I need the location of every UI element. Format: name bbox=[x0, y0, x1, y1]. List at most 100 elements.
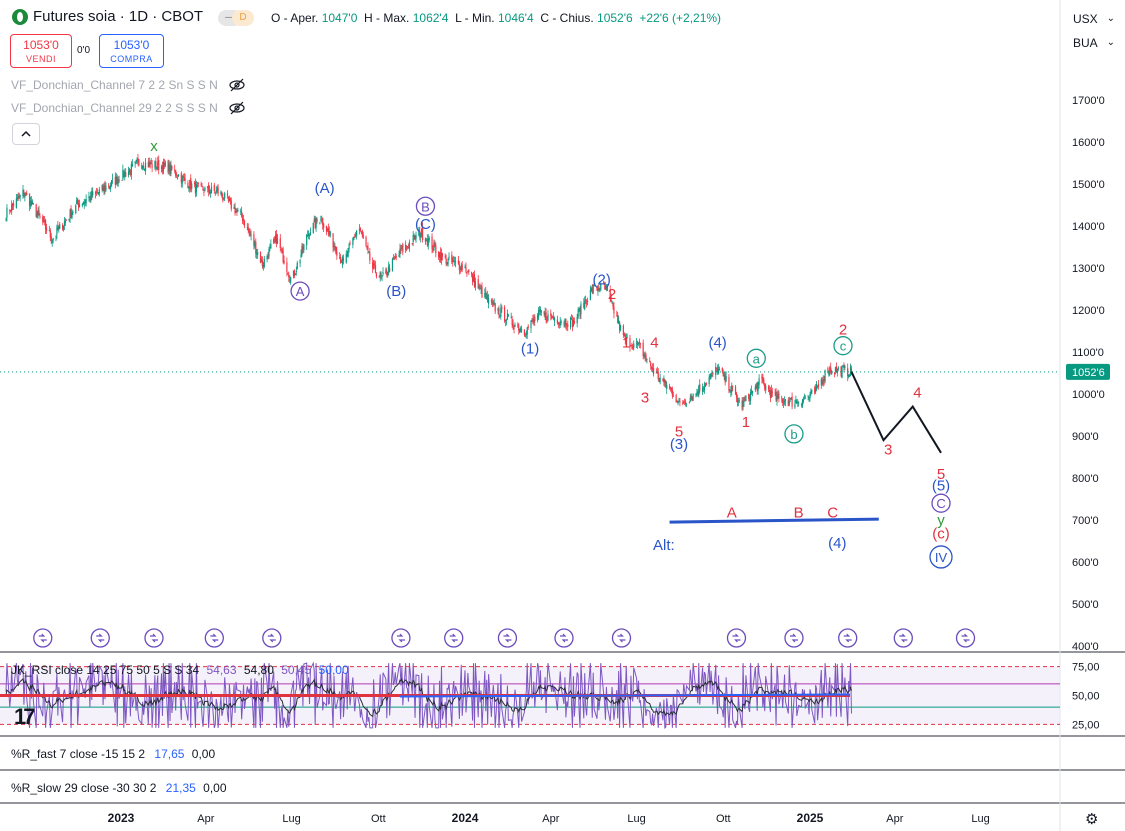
candle bbox=[149, 162, 151, 165]
dividend-event-icon[interactable] bbox=[554, 628, 574, 648]
dividend-event-icon[interactable] bbox=[955, 628, 976, 648]
candle bbox=[585, 299, 587, 302]
event-circle bbox=[90, 628, 110, 648]
rfast-legend[interactable]: %R_fast 7 close -15 15 2 17,65 0,00 bbox=[11, 747, 216, 761]
candle bbox=[619, 321, 621, 330]
candle bbox=[360, 231, 362, 233]
candle bbox=[676, 401, 678, 403]
candle bbox=[725, 375, 727, 382]
candle bbox=[270, 244, 272, 249]
dividend-event-icon[interactable] bbox=[391, 628, 411, 648]
event-circle bbox=[204, 628, 224, 648]
symbol-title[interactable]: Futures soia · 1D · CBOT bbox=[33, 8, 204, 25]
candle bbox=[643, 353, 645, 357]
candle bbox=[809, 394, 811, 399]
event-arrow bbox=[791, 639, 798, 643]
wave-label-text: B bbox=[421, 199, 430, 214]
candle bbox=[604, 285, 607, 290]
event-arrow bbox=[963, 639, 970, 643]
candle bbox=[678, 400, 680, 402]
candle bbox=[530, 320, 532, 329]
candlestick-series bbox=[5, 153, 853, 412]
dividend-event-icon[interactable] bbox=[611, 628, 632, 648]
candle bbox=[189, 179, 191, 188]
buy-button[interactable]: 1053'0 COMPRA bbox=[99, 34, 164, 68]
event-circle bbox=[893, 628, 913, 648]
candle bbox=[89, 197, 91, 201]
candle bbox=[682, 402, 684, 404]
candle bbox=[345, 253, 347, 263]
rsi-line bbox=[5, 661, 852, 729]
candle bbox=[208, 189, 211, 194]
donchian-slow-legend[interactable]: VF_Donchian_Channel 29 2 2 S S S N bbox=[11, 101, 245, 115]
dividend-event-icon[interactable] bbox=[893, 628, 913, 648]
dividend-event-icon[interactable] bbox=[838, 628, 858, 648]
candle bbox=[445, 258, 447, 265]
unit-select[interactable]: BUA ⌄ bbox=[1073, 33, 1117, 53]
event-circle bbox=[554, 628, 574, 648]
rsi-legend[interactable]: JK_RSI close 14 25 75 50 5 S S 34 54,63 … bbox=[11, 663, 349, 677]
candle bbox=[44, 220, 46, 222]
candle bbox=[398, 254, 400, 257]
event-arrow bbox=[396, 633, 404, 637]
candle bbox=[204, 187, 206, 192]
candle bbox=[734, 386, 737, 395]
candle bbox=[491, 301, 493, 304]
candle bbox=[438, 252, 441, 259]
candle bbox=[314, 218, 316, 228]
currency-select[interactable]: USX ⌄ bbox=[1073, 9, 1117, 29]
candle bbox=[770, 389, 772, 398]
rslow-legend[interactable]: %R_slow 29 close -30 30 2 21,35 0,00 bbox=[11, 781, 227, 795]
candle bbox=[768, 389, 771, 393]
tradingview-logo-icon[interactable]: 17 bbox=[14, 704, 36, 729]
dividend-event-icon[interactable] bbox=[444, 628, 464, 648]
candle bbox=[394, 257, 396, 258]
wave-label: (1) bbox=[521, 341, 539, 358]
collapse-legend-button[interactable] bbox=[12, 123, 40, 145]
candle bbox=[665, 381, 667, 388]
candle bbox=[323, 223, 325, 228]
last-price-text: 1052'6 bbox=[1072, 367, 1105, 379]
candle bbox=[435, 245, 437, 254]
candle bbox=[281, 249, 283, 251]
candle bbox=[658, 380, 660, 382]
donchian-fast-legend[interactable]: VF_Donchian_Channel 7 2 2 Sn S S N bbox=[11, 78, 245, 92]
dividend-event-icon[interactable] bbox=[33, 628, 53, 648]
candle bbox=[699, 384, 701, 392]
candle bbox=[134, 161, 136, 164]
candle bbox=[75, 204, 77, 214]
candle bbox=[276, 238, 279, 244]
dividend-event-icon[interactable] bbox=[144, 628, 164, 648]
sell-button[interactable]: 1053'0 VENDI bbox=[10, 34, 72, 68]
dividend-event-icon[interactable] bbox=[90, 628, 110, 648]
dividend-event-icon[interactable] bbox=[204, 628, 224, 648]
candle bbox=[177, 174, 180, 177]
gear-icon[interactable]: ⚙ bbox=[1085, 811, 1099, 828]
candle bbox=[45, 227, 48, 232]
eye-off-icon[interactable] bbox=[229, 101, 245, 115]
dividend-event-icon[interactable] bbox=[497, 628, 518, 648]
event-arrow bbox=[843, 633, 851, 637]
candle bbox=[11, 204, 13, 212]
candle bbox=[737, 401, 739, 402]
candle bbox=[213, 184, 215, 191]
eye-off-icon[interactable] bbox=[229, 78, 245, 92]
dividend-event-icon[interactable] bbox=[262, 628, 282, 648]
y-tick-label: 1400'0 bbox=[1072, 221, 1105, 233]
candle bbox=[655, 372, 657, 373]
y-tick-label: 600'0 bbox=[1072, 557, 1099, 569]
candle bbox=[190, 178, 192, 190]
candle bbox=[202, 186, 204, 191]
candle bbox=[558, 322, 560, 325]
dividend-event-icon[interactable] bbox=[726, 628, 747, 648]
dividend-event-icon[interactable] bbox=[784, 628, 804, 648]
candle bbox=[358, 228, 361, 231]
wave-label: C bbox=[827, 504, 838, 521]
wave-label-text: 2 bbox=[608, 286, 616, 303]
wave-circle bbox=[784, 424, 804, 444]
candle bbox=[677, 400, 679, 404]
wave-label-text: 5 bbox=[937, 466, 945, 483]
x-tick-label: Lug bbox=[627, 813, 645, 825]
candle bbox=[263, 258, 265, 268]
